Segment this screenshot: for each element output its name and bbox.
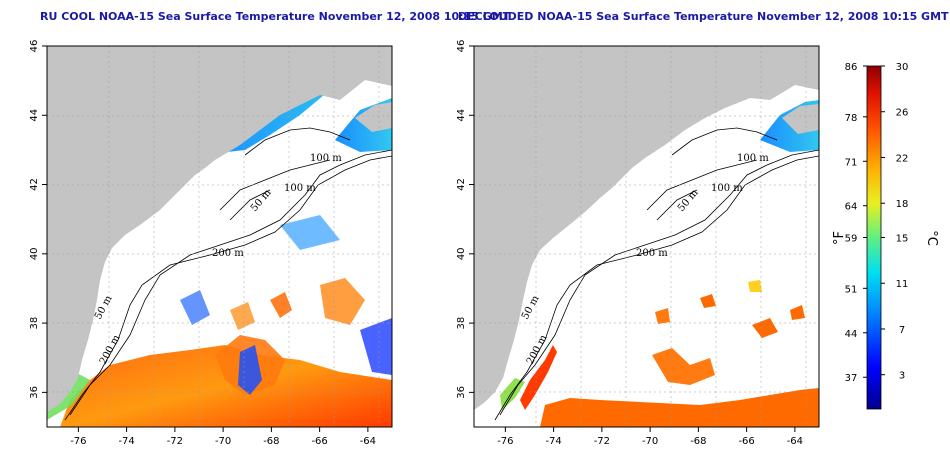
land-mass: [355, 102, 392, 132]
declouded-lat-tick-label: 46: [456, 40, 467, 53]
sst-cold-patch: [180, 290, 210, 325]
colorbar-celsius-tick-label: 22: [896, 153, 909, 164]
sst-warm-eddy: [652, 348, 715, 385]
raw-lon-tick-label: -72: [167, 436, 183, 447]
panel-declouded-title: DECLOUDED NOAA-15 Sea Surface Temperatur…: [458, 10, 949, 23]
colorbar-ticks: 30 26 22 18 15 11 7 3 86 78 71 64 59 51 44 37: [845, 62, 909, 384]
colorbar-fahrenheit-tick-label: 44: [845, 329, 858, 340]
sst-warm-band: [540, 388, 819, 427]
land-mass: [474, 46, 819, 410]
colorbar-celsius-tick-label: 26: [896, 108, 909, 119]
bathymetry-contours: [494, 127, 819, 421]
sst-warm-eddy: [320, 278, 365, 325]
colorbar-unit-fahrenheit: °F: [832, 231, 847, 245]
sst-warm-band: [60, 345, 392, 427]
colorbar-celsius-tick-label: 11: [896, 279, 909, 290]
declouded-lat-tick-label: 36: [456, 386, 467, 399]
sst-warm-eddy: [752, 318, 778, 338]
colorbar-fahrenheit-tick-label: 71: [845, 157, 858, 168]
sst-warm-eddy: [655, 308, 670, 324]
lat-lon-grid: [47, 46, 392, 427]
panel-declouded-frame: [473, 45, 820, 428]
land-mass: [782, 104, 819, 134]
declouded-lat-tick-label: 44: [456, 109, 467, 122]
declouded-lon-tick-label: -66: [738, 436, 754, 447]
sst-warm-eddy: [790, 305, 805, 320]
sst-cold-patch: [360, 318, 392, 375]
colorbar: 30 26 22 18 15 11 7 3 86 78 71 64 59 51 44 37 °F °C: [832, 62, 939, 410]
bathymetry-contours: [64, 127, 392, 421]
raw-lat-tick-label: 44: [29, 109, 40, 122]
colorbar-celsius-tick-label: 18: [896, 199, 909, 210]
sst-warm-eddy: [700, 294, 716, 308]
raw-lon-tick-label: -68: [263, 436, 279, 447]
panel-raw-title: RU COOL NOAA-15 Sea Surface Temperature …: [40, 10, 511, 23]
raw-lon-tick-label: -66: [311, 436, 327, 447]
raw-lon-tick-label: -76: [70, 436, 86, 447]
panel-raw-axes: -76 -74 -72 -70 -68 -66 -64 36 38 40 42 44 46: [29, 40, 376, 447]
raw-lon-tick-label: -70: [215, 436, 231, 447]
land-mass: [47, 46, 392, 412]
declouded-lat-tick-label: 42: [456, 178, 467, 191]
colorbar-celsius-tick-label: 30: [896, 62, 909, 73]
sst-warm-eddy: [748, 280, 762, 292]
panel-raw: RU COOL NOAA-15 Sea Surface Temperature …: [29, 10, 511, 447]
declouded-lat-tick-label: 38: [456, 317, 467, 330]
colorbar-gradient: [866, 65, 882, 410]
raw-lat-tick-label: 40: [29, 247, 40, 260]
colorbar-fahrenheit-tick-label: 64: [845, 202, 858, 213]
colorbar-celsius-tick-label: 3: [899, 371, 905, 382]
sst-coastal-warm: [520, 345, 557, 410]
contour-label: 200 m: [212, 248, 244, 259]
declouded-lon-tick-label: -76: [497, 436, 513, 447]
raw-lon-tick-label: -74: [118, 436, 134, 447]
colorbar-fahrenheit-tick-label: 37: [845, 373, 858, 384]
contour-label: 200 m: [636, 248, 668, 259]
colorbar-fahrenheit-tick-label: 86: [845, 62, 858, 73]
declouded-lon-tick-label: -72: [594, 436, 610, 447]
colorbar-fahrenheit-tick-label: 78: [845, 113, 858, 124]
colorbar-fahrenheit-tick-label: 51: [845, 284, 858, 295]
raw-lon-tick-label: -64: [360, 436, 376, 447]
colorbar-unit-celsius: °C: [924, 230, 939, 246]
panel-declouded: DECLOUDED NOAA-15 Sea Surface Temperatur…: [456, 10, 949, 447]
colorbar-celsius-tick-label: 7: [899, 325, 905, 336]
sst-cold-patch: [280, 215, 340, 250]
declouded-lon-tick-label: -64: [787, 436, 803, 447]
declouded-lat-tick-label: 40: [456, 247, 467, 260]
declouded-lon-tick-label: -68: [690, 436, 706, 447]
contour-label: 100 m: [737, 153, 769, 164]
contour-label: 100 m: [310, 153, 342, 164]
sst-warm-eddy: [270, 292, 292, 318]
colorbar-celsius-tick-label: 15: [896, 234, 909, 245]
panel-declouded-axes: -76 -74 -72 -70 -68 -66 -64 36 38 40 42 44 46: [456, 40, 803, 447]
panel-raw-frame: [46, 45, 393, 428]
raw-lat-tick-label: 46: [29, 40, 40, 53]
contour-label: 100 m: [284, 183, 316, 194]
raw-lat-tick-label: 36: [29, 386, 40, 399]
lat-lon-grid: [474, 46, 819, 427]
declouded-lon-tick-label: -74: [545, 436, 561, 447]
colorbar-fahrenheit-tick-label: 59: [845, 234, 858, 245]
declouded-lon-tick-label: -70: [642, 436, 658, 447]
raw-lat-tick-label: 42: [29, 178, 40, 191]
contour-label: 100 m: [711, 183, 743, 194]
raw-lat-tick-label: 38: [29, 317, 40, 330]
